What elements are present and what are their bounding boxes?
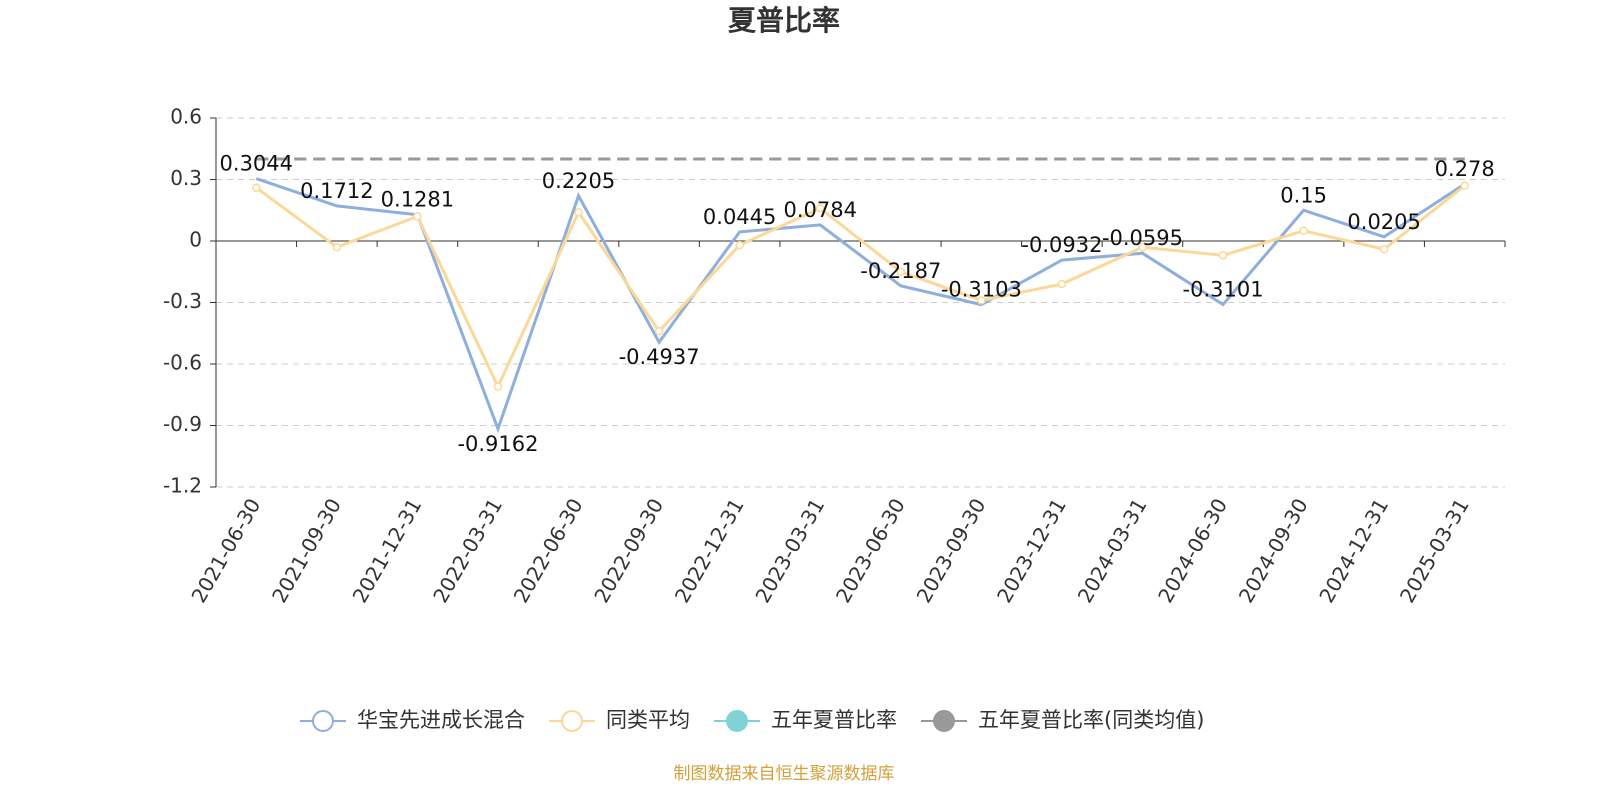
x-tick-label: 2022-12-31 xyxy=(670,494,749,607)
y-tick-label: 0.3 xyxy=(170,166,202,190)
x-tick-label: 2024-12-31 xyxy=(1314,494,1393,607)
point xyxy=(896,267,906,276)
point xyxy=(332,242,342,252)
data-label: 0.0205 xyxy=(1347,210,1420,234)
legend-symbol xyxy=(561,710,583,732)
x-tick-label: 2023-03-31 xyxy=(750,494,829,607)
legend-symbol xyxy=(312,710,334,732)
point xyxy=(735,240,744,250)
legend-label: 五年夏普比率 xyxy=(771,708,897,732)
point xyxy=(574,208,583,217)
point xyxy=(413,212,422,221)
y-tick-label: -0.9 xyxy=(163,412,202,436)
point xyxy=(493,382,503,391)
y-tick-label: 0 xyxy=(189,228,202,252)
x-tick-label: 2022-03-31 xyxy=(428,494,507,607)
chart-title: 夏普比率 xyxy=(728,4,840,37)
data-label: 0.278 xyxy=(1435,157,1495,181)
y-tick-label: 0.6 xyxy=(170,105,202,129)
point xyxy=(252,183,261,192)
point xyxy=(815,203,825,213)
data-label: -0.3103 xyxy=(941,278,1022,302)
data-label: -0.0595 xyxy=(1102,226,1183,250)
point xyxy=(1379,244,1389,254)
point xyxy=(1138,242,1147,252)
data-label: 0.15 xyxy=(1280,183,1327,207)
point xyxy=(977,296,986,305)
x-tick-label: 2023-12-31 xyxy=(992,494,1071,607)
x-tick-label: 2022-09-30 xyxy=(589,494,668,607)
x-tick-label: 2021-06-30 xyxy=(186,494,265,607)
legend-label: 华宝先进成长混合 xyxy=(357,708,525,732)
data-label: 0.3044 xyxy=(220,152,293,176)
legend: 华宝先进成长混合 同类平均 五年夏普比率 五年夏普比率(同类均值) xyxy=(300,708,1204,732)
x-tick-label: 2021-09-30 xyxy=(267,494,346,607)
x-tick-label: 2025-03-31 xyxy=(1395,494,1474,607)
x-tick-label: 2024-06-30 xyxy=(1153,494,1232,607)
x-tick-label: 2023-06-30 xyxy=(831,494,910,607)
point xyxy=(1057,279,1067,289)
legend-symbol xyxy=(933,710,955,732)
data-label: 0.0784 xyxy=(783,198,856,222)
y-tick-label: -0.6 xyxy=(163,351,202,375)
data-label: -0.4937 xyxy=(619,345,700,369)
series-line xyxy=(255,177,1466,434)
source-note: 制图数据来自恒生聚源数据库 xyxy=(674,764,895,784)
legend-label: 同类平均 xyxy=(606,708,690,732)
data-label: 0.1281 xyxy=(381,188,454,212)
x-tick-label: 2022-06-30 xyxy=(509,494,588,607)
data-label: -0.2187 xyxy=(860,259,941,283)
point xyxy=(1460,181,1469,190)
y-tick-label: -1.2 xyxy=(163,474,202,498)
point xyxy=(1218,251,1228,260)
legend-symbol xyxy=(726,710,748,732)
point xyxy=(654,326,664,336)
point xyxy=(1299,226,1308,235)
data-label: 0.1712 xyxy=(300,179,373,203)
x-tick-label: 2021-12-31 xyxy=(348,494,427,607)
data-label: -0.0932 xyxy=(1021,233,1102,257)
y-tick-label: -0.3 xyxy=(163,289,202,313)
data-label: 0.0445 xyxy=(703,205,776,229)
x-tick-label: 2024-03-31 xyxy=(1073,494,1152,607)
series-line xyxy=(255,184,1466,391)
data-label: -0.9162 xyxy=(457,432,538,456)
data-label: 0.2205 xyxy=(542,169,615,193)
x-tick-label: 2023-09-30 xyxy=(912,494,991,607)
data-label: -0.3101 xyxy=(1183,278,1264,302)
x-tick-label: 2024-09-30 xyxy=(1234,494,1313,607)
legend-label: 五年夏普比率(同类均值) xyxy=(978,708,1204,732)
